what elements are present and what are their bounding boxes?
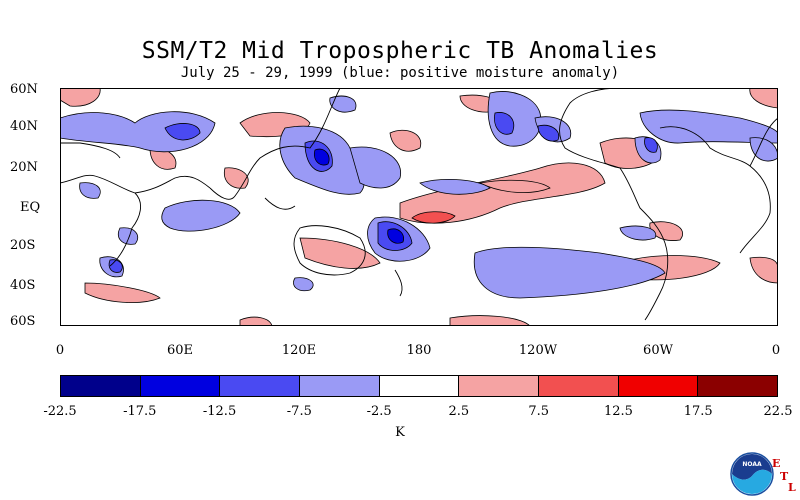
colorbar-tick-label: -22.5 xyxy=(43,404,77,419)
colorbar-tick-label: 17.5 xyxy=(683,404,713,419)
lon-label-120e: 120E xyxy=(281,343,317,358)
noaa-logo-icon: NOAA xyxy=(730,452,774,496)
colorbar-tick-label: -12.5 xyxy=(202,404,237,419)
colorbar-tick-label: -7.5 xyxy=(286,404,312,419)
colorbar-swatch xyxy=(61,376,141,396)
colorbar-tick-label: -2.5 xyxy=(366,404,392,419)
lon-label-0: 0 xyxy=(55,343,65,358)
logo-letter-e: E xyxy=(772,457,781,470)
lon-label-60w: 60W xyxy=(643,343,673,358)
colorbar-swatch xyxy=(140,376,221,396)
colorbar-swatch xyxy=(539,376,619,396)
colorbar-tick-label: 22.5 xyxy=(763,404,793,419)
noaa-logo: NOAA E T L xyxy=(730,452,796,500)
anomaly-map-svg xyxy=(59,87,779,332)
lon-label-180: 180 xyxy=(406,343,432,358)
lat-label-eq: EQ xyxy=(20,200,41,215)
colorbar-tick-label: -17.5 xyxy=(123,404,157,419)
lat-label-60n: 60N xyxy=(10,82,38,97)
colorbar-tick-label: 7.5 xyxy=(528,404,549,419)
colorbar-unit: K xyxy=(395,425,405,440)
chart-subtitle: July 25 - 29, 1999 (blue: positive moist… xyxy=(180,65,620,81)
logo-letter-t: T xyxy=(780,470,789,483)
lat-label-20n: 20N xyxy=(10,160,38,175)
logo-letter-l: L xyxy=(788,481,796,494)
colorbar-tick-label: 12.5 xyxy=(603,404,633,419)
colorbar xyxy=(60,375,778,397)
colorbar-swatch xyxy=(618,376,699,396)
colorbar-tick-label: 2.5 xyxy=(448,404,470,419)
chart-title: SSM/T2 Mid Tropospheric TB Anomalies xyxy=(141,38,659,64)
colorbar-swatch xyxy=(220,376,301,396)
lat-label-60s: 60S xyxy=(10,314,36,329)
colorbar-swatch xyxy=(379,376,460,396)
lat-label-40s: 40S xyxy=(10,278,36,293)
svg-text:NOAA: NOAA xyxy=(742,461,762,468)
anomaly-map xyxy=(59,87,779,332)
lon-label-0-end: 0 xyxy=(771,343,781,358)
lon-label-60e: 60E xyxy=(166,343,194,358)
colorbar-swatch xyxy=(300,376,380,396)
lat-label-40n: 40N xyxy=(10,119,38,134)
lat-label-20s: 20S xyxy=(10,238,36,253)
colorbar-swatch xyxy=(698,376,778,396)
lon-label-120w: 120W xyxy=(518,343,558,358)
colorbar-swatch xyxy=(459,376,540,396)
